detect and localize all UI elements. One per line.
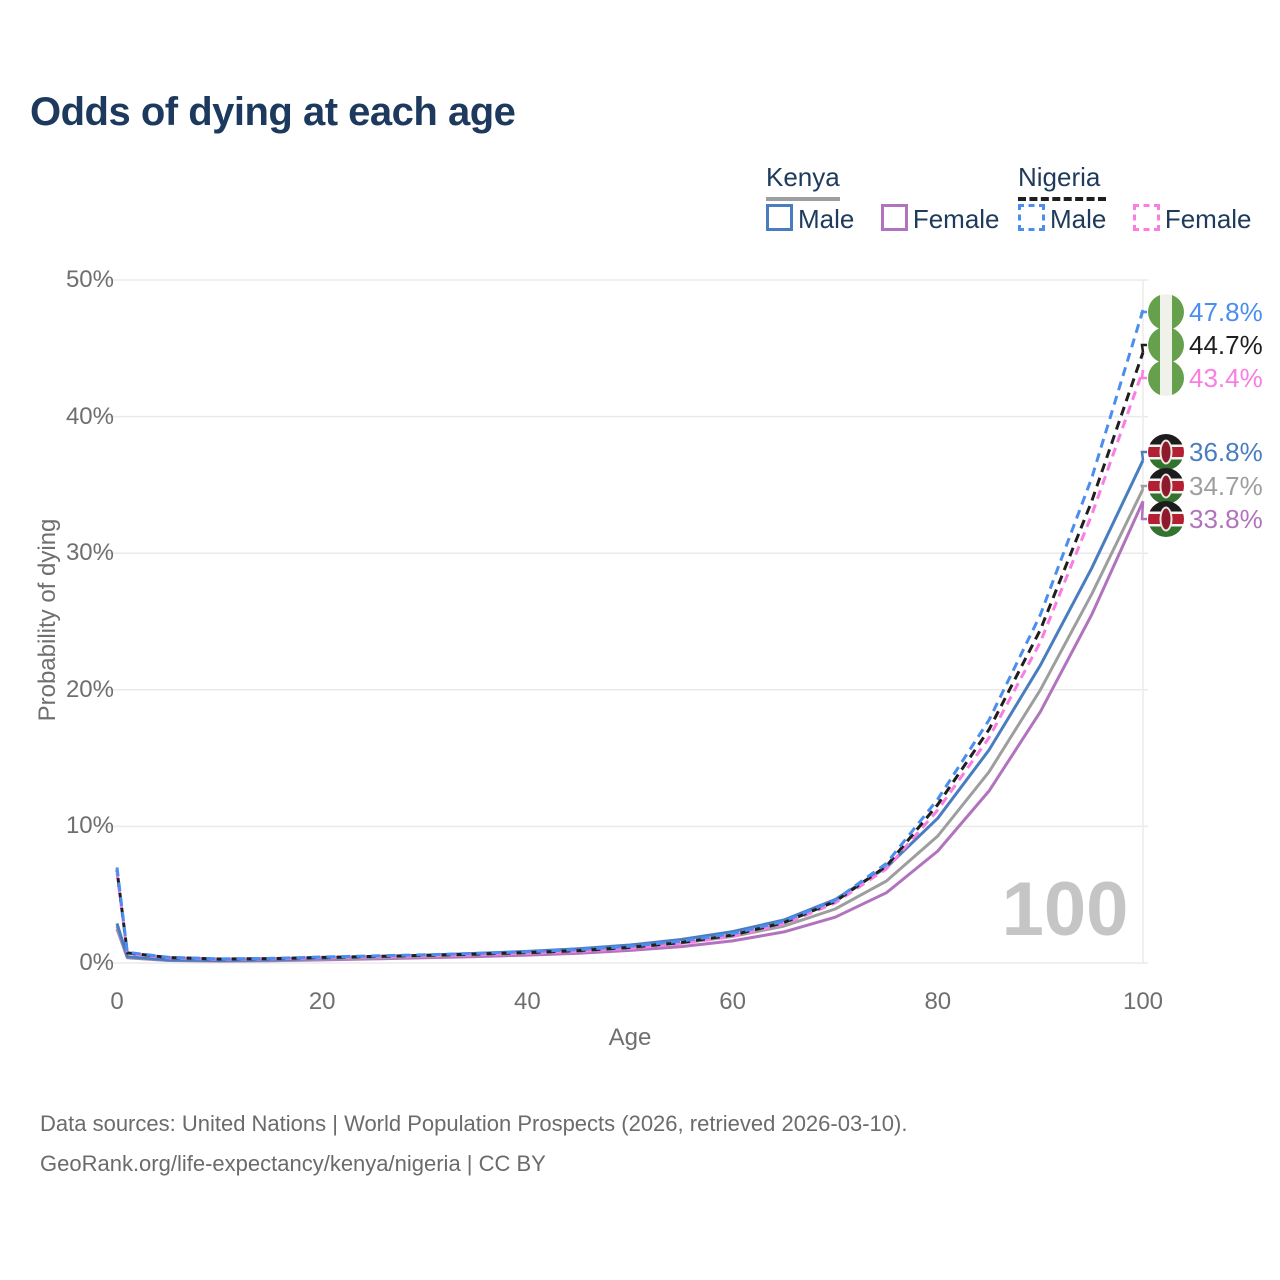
end-label-leader <box>1140 450 1147 461</box>
end-label-leader <box>1140 501 1147 521</box>
end-label-leader <box>1140 369 1147 380</box>
x-axis-title: Age <box>608 1024 652 1051</box>
data-source-footer: Data sources: United Nations | World Pop… <box>40 1104 907 1184</box>
end-value-label: 44.7% <box>1189 329 1263 360</box>
x-tick-label: 40 <box>514 988 541 1015</box>
x-tick-label: 20 <box>308 988 336 1015</box>
x-tick-label: 60 <box>719 988 746 1015</box>
nigeria-flag-icon <box>1148 360 1184 396</box>
legend-group-nigeria: Nigeria Male Female <box>1018 162 1252 234</box>
nigeria-female-swatch-icon <box>1132 204 1160 231</box>
legend-country-nigeria[interactable]: Nigeria <box>1018 162 1106 201</box>
end-label-nigeria-both-sexes: 44.7% <box>1148 327 1263 363</box>
legend-item-nigeria-male[interactable]: Male <box>1018 204 1106 235</box>
y-tick-label: 10% <box>65 812 114 840</box>
end-label-kenya-male: 36.8% <box>1148 434 1263 470</box>
attribution-line: GeoRank.org/life-expectancy/kenya/nigeri… <box>40 1151 546 1176</box>
data-source-line: Data sources: United Nations | World Pop… <box>40 1111 908 1136</box>
legend-item-nigeria-male-label: Male <box>1050 204 1107 234</box>
y-tick-label: 50% <box>65 266 114 293</box>
series-line-nigeria-male[interactable] <box>115 309 1145 961</box>
x-tick-label: 100 <box>1122 988 1164 1015</box>
hovered-age-watermark: 100 <box>1001 867 1129 952</box>
y-tick-label: 0% <box>79 949 114 976</box>
x-tick-label: 0 <box>110 988 124 1015</box>
end-value-label: 34.7% <box>1189 470 1263 501</box>
y-tick-label: 40% <box>65 402 114 430</box>
legend-item-nigeria-female[interactable]: Female <box>1132 204 1252 235</box>
legend-country-nigeria-label: Nigeria <box>1018 162 1101 192</box>
end-label-leader <box>1140 343 1147 353</box>
end-label-leader <box>1140 484 1147 490</box>
end-value-label: 36.8% <box>1189 436 1263 467</box>
end-label-nigeria-female: 43.4% <box>1148 360 1263 396</box>
kenya-flag-icon <box>1148 501 1184 537</box>
y-tick-label: 30% <box>65 539 114 567</box>
kenya-flag-icon <box>1148 468 1184 504</box>
nigeria-flag-icon <box>1148 327 1184 363</box>
y-tick-label: 20% <box>65 675 114 703</box>
end-value-label: 47.8% <box>1189 296 1263 327</box>
end-label-kenya-female: 33.8% <box>1148 501 1263 537</box>
legend-item-kenya-male-label: Male <box>798 204 855 234</box>
end-value-label: 33.8% <box>1189 503 1263 534</box>
kenya-solid-line-swatch <box>766 197 840 201</box>
end-label-nigeria-male: 47.8% <box>1148 294 1263 330</box>
kenya-female-swatch-icon <box>880 204 908 231</box>
end-value-label: 43.4% <box>1189 362 1263 393</box>
legend-item-nigeria-female-label: Female <box>1164 204 1252 234</box>
y-axis-title: Probability of dying <box>34 518 61 722</box>
legend-item-kenya-male[interactable]: Male <box>766 204 854 235</box>
x-tick-label: 80 <box>924 988 952 1015</box>
nigeria-male-swatch-icon <box>1018 204 1045 231</box>
series-line-nigeria-female[interactable] <box>115 369 1145 961</box>
kenya-male-swatch-icon <box>766 204 793 231</box>
kenya-flag-icon <box>1148 434 1184 470</box>
end-label-kenya-both-sexes: 34.7% <box>1148 468 1263 504</box>
legend-country-kenya-label: Kenya <box>766 162 840 192</box>
legend-group-kenya: Kenya Male Female <box>766 162 1000 234</box>
legend-country-kenya[interactable]: Kenya <box>766 162 840 201</box>
nigeria-dashed-line-swatch <box>1018 197 1106 201</box>
end-label-leader <box>1139 309 1147 314</box>
nigeria-flag-icon <box>1148 294 1184 330</box>
legend-item-kenya-female[interactable]: Female <box>880 204 1000 235</box>
series-line-nigeria-both-sexes[interactable] <box>115 351 1145 961</box>
page-title: Odds of dying at each age <box>30 90 516 134</box>
legend-item-kenya-female-label: Female <box>912 204 1000 234</box>
